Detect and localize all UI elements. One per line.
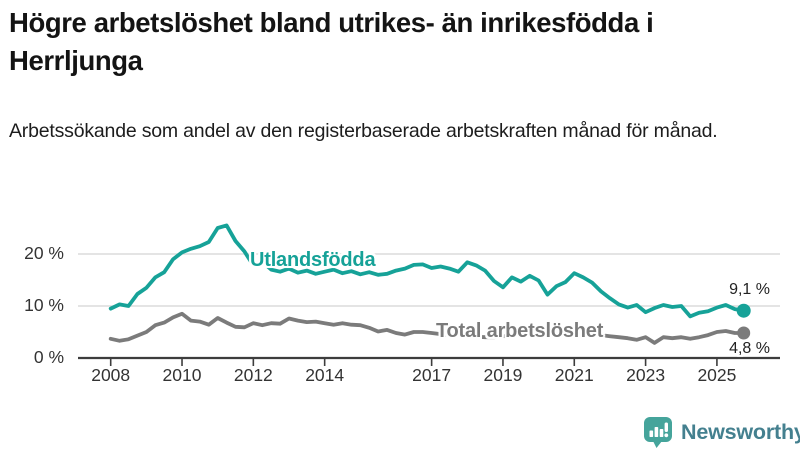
y-tick-label: 0 % bbox=[33, 347, 64, 367]
newsworthy-logo-text: Newsworthy bbox=[681, 419, 800, 444]
series-label-total-arbetsloshet: Total arbetslöshet bbox=[436, 320, 604, 342]
x-tick-label: 2021 bbox=[554, 365, 594, 385]
series-label-utlandsfodda: Utlandsfödda bbox=[250, 249, 376, 271]
x-tick-label: 2014 bbox=[305, 365, 345, 385]
total-arbetsloshet-end-dot bbox=[737, 326, 751, 340]
newsworthy-logo: Newsworthy bbox=[643, 416, 800, 448]
x-tick-label: 2023 bbox=[626, 365, 666, 385]
x-tick-label: 2012 bbox=[233, 365, 273, 385]
end-value-utlandsfodda: 9,1 % bbox=[729, 281, 770, 298]
end-value-total-arbetsloshet: 4,8 % bbox=[729, 340, 770, 357]
gridlines bbox=[78, 253, 780, 307]
y-tick-label: 20 % bbox=[24, 243, 64, 263]
x-axis bbox=[78, 356, 780, 366]
x-tick-label: 2025 bbox=[697, 365, 737, 385]
x-tick-label: 2019 bbox=[483, 365, 523, 385]
utlandsfodda-end-dot bbox=[736, 303, 751, 318]
x-tick-label: 2008 bbox=[91, 365, 131, 385]
page-title-line-1: Högre arbetslöshet bland utrikes- än inr… bbox=[9, 7, 654, 38]
x-tick-label: 2017 bbox=[412, 365, 452, 385]
x-tick-label: 2010 bbox=[162, 365, 202, 385]
page-title-line-2: Herrljunga bbox=[9, 44, 143, 76]
total-arbetsloshet-line bbox=[108, 311, 746, 345]
newsworthy-logo-icon bbox=[644, 417, 672, 448]
y-tick-label: 10 % bbox=[24, 295, 64, 315]
page-title: Högre arbetslöshet bland utrikes- än inr… bbox=[9, 4, 795, 80]
chart-subtitle: Arbetssökande som andel av den registerb… bbox=[9, 120, 718, 142]
utlandsfodda-line bbox=[108, 223, 746, 319]
